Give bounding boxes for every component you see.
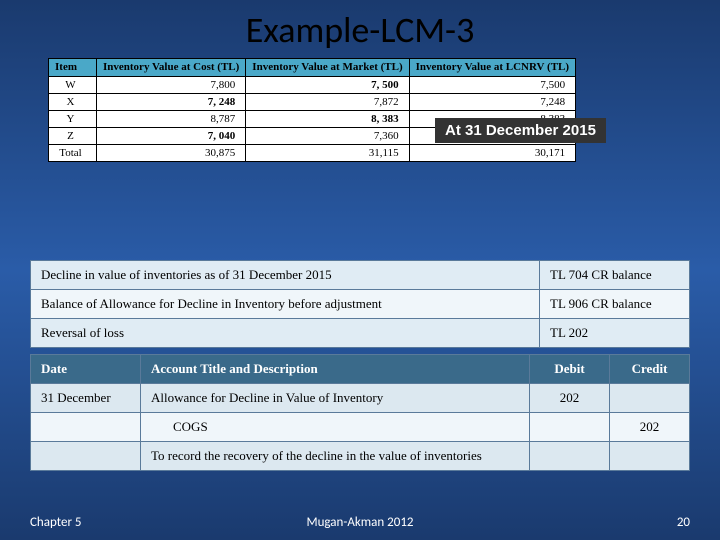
journal-debit xyxy=(530,413,610,442)
cell-lcnrv: 30,171 xyxy=(409,145,575,162)
detail-value: TL 704 CR balance xyxy=(540,261,690,290)
cell-market: 7, 500 xyxy=(246,77,409,94)
cell-cost: 7, 248 xyxy=(97,94,246,111)
cell-cost: 7, 040 xyxy=(97,128,246,145)
detail-value: TL 202 xyxy=(540,319,690,348)
detail-block: Decline in value of inventories as of 31… xyxy=(30,260,690,348)
cell-market: 8, 383 xyxy=(246,111,409,128)
journal-date xyxy=(31,413,141,442)
cell-item: Z xyxy=(49,128,97,145)
journal-account: To record the recovery of the decline in… xyxy=(141,442,530,471)
cell-item: W xyxy=(49,77,97,94)
inventory-table: Item Inventory Value at Cost (TL) Invent… xyxy=(48,58,576,162)
inventory-row: X7, 2487,8727,248 xyxy=(49,94,576,111)
col-lcnrv: Inventory Value at LCNRV (TL) xyxy=(409,59,575,77)
journal-date xyxy=(31,442,141,471)
cell-item: Y xyxy=(49,111,97,128)
cell-cost: 30,875 xyxy=(97,145,246,162)
journal-row: To record the recovery of the decline in… xyxy=(31,442,690,471)
detail-row: Decline in value of inventories as of 31… xyxy=(31,261,690,290)
journal-account: COGS xyxy=(141,413,530,442)
journal-table: Date Account Title and Description Debit… xyxy=(30,354,690,471)
cell-lcnrv: 7,248 xyxy=(409,94,575,111)
journal-credit xyxy=(610,442,690,471)
journal-block: Date Account Title and Description Debit… xyxy=(30,354,690,471)
detail-value: TL 906 CR balance xyxy=(540,290,690,319)
journal-row: COGS 202 xyxy=(31,413,690,442)
inventory-header-row: Item Inventory Value at Cost (TL) Invent… xyxy=(49,59,576,77)
inventory-row: W7,8007, 5007,500 xyxy=(49,77,576,94)
cell-market: 7,872 xyxy=(246,94,409,111)
cell-item: X xyxy=(49,94,97,111)
detail-label: Reversal of loss xyxy=(31,319,540,348)
cell-item: Total xyxy=(49,145,97,162)
journal-credit: 202 xyxy=(610,413,690,442)
detail-row: Reversal of lossTL 202 xyxy=(31,319,690,348)
journal-debit xyxy=(530,442,610,471)
journal-account: Allowance for Decline in Value of Invent… xyxy=(141,384,530,413)
cell-market: 31,115 xyxy=(246,145,409,162)
jh-account: Account Title and Description xyxy=(141,355,530,384)
detail-label: Balance of Allowance for Decline in Inve… xyxy=(31,290,540,319)
date-badge: At 31 December 2015 xyxy=(435,118,606,143)
footer-author: Mugan-Akman 2012 xyxy=(0,515,720,530)
journal-debit: 202 xyxy=(530,384,610,413)
journal-credit xyxy=(610,384,690,413)
journal-row: 31 DecemberAllowance for Decline in Valu… xyxy=(31,384,690,413)
col-market: Inventory Value at Market (TL) xyxy=(246,59,409,77)
jh-credit: Credit xyxy=(610,355,690,384)
detail-row: Balance of Allowance for Decline in Inve… xyxy=(31,290,690,319)
cell-cost: 7,800 xyxy=(97,77,246,94)
cell-market: 7,360 xyxy=(246,128,409,145)
detail-label: Decline in value of inventories as of 31… xyxy=(31,261,540,290)
footer-page: 20 xyxy=(677,515,690,530)
cell-cost: 8,787 xyxy=(97,111,246,128)
col-item: Item xyxy=(49,59,97,77)
col-cost: Inventory Value at Cost (TL) xyxy=(97,59,246,77)
detail-table: Decline in value of inventories as of 31… xyxy=(30,260,690,348)
cell-lcnrv: 7,500 xyxy=(409,77,575,94)
inventory-row: Total30,87531,11530,171 xyxy=(49,145,576,162)
jh-debit: Debit xyxy=(530,355,610,384)
journal-date: 31 December xyxy=(31,384,141,413)
jh-date: Date xyxy=(31,355,141,384)
slide-title: Example-LCM-3 xyxy=(0,0,720,52)
